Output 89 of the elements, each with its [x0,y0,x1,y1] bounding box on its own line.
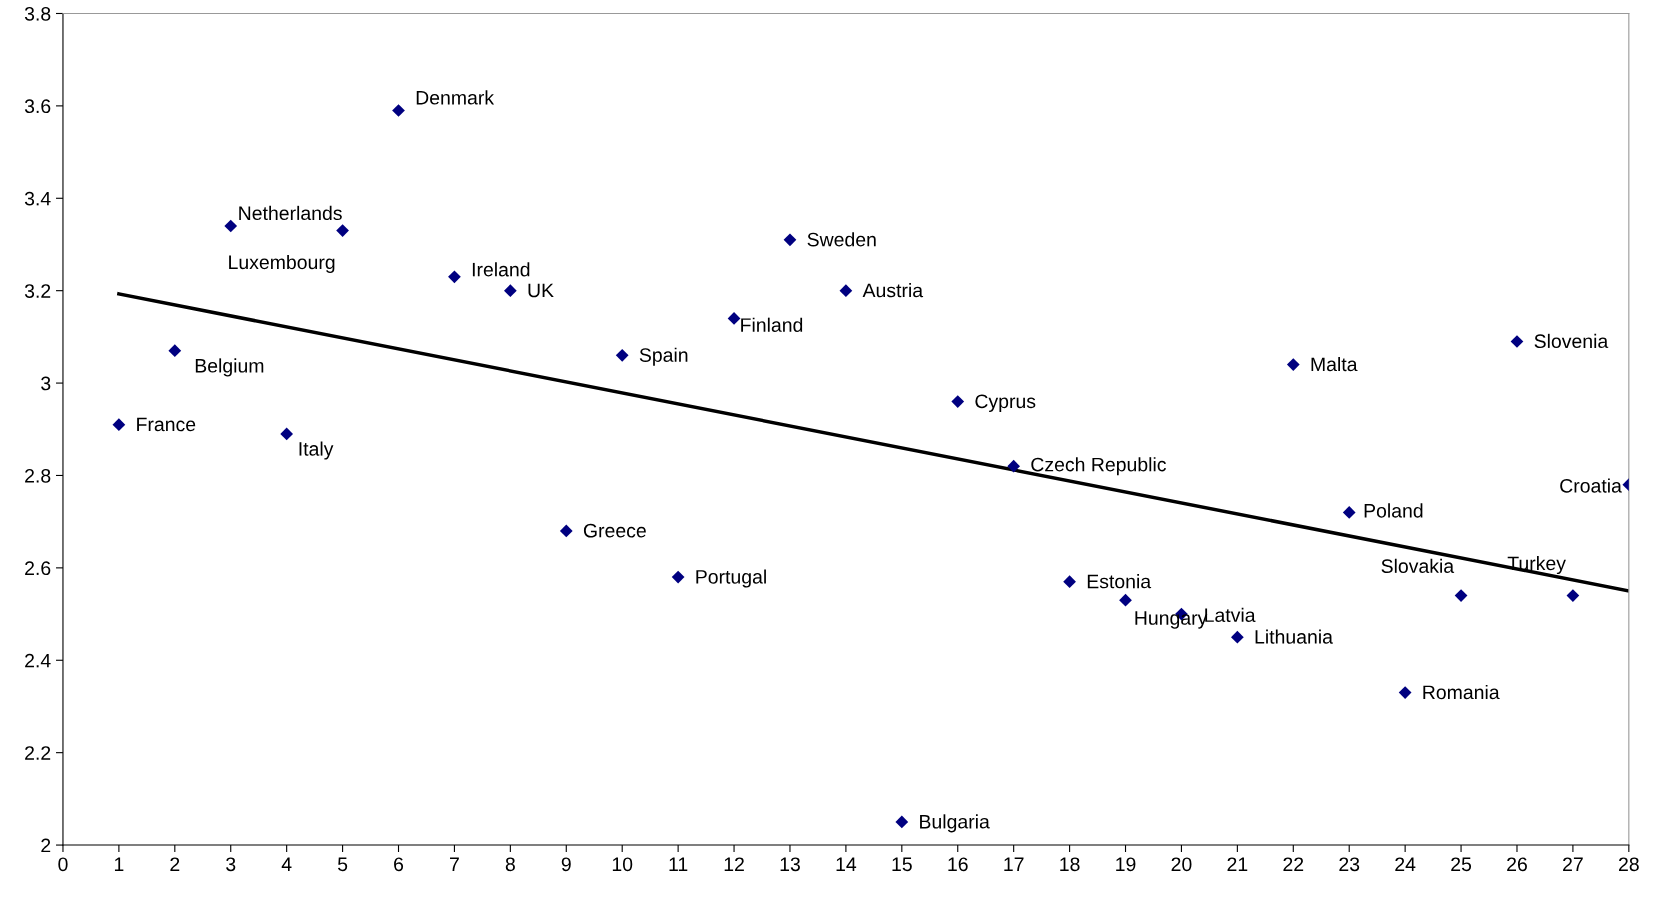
x-tick-label: 18 [1060,857,1080,872]
point [895,815,909,829]
x-tick-label: 7 [450,857,459,871]
y-tick-label: 3.6 [24,99,51,114]
annotation: Croatia [1560,478,1622,493]
x-tick-label: 3 [226,857,236,872]
point [839,284,853,298]
point [1231,630,1244,644]
annotation: Belgium [195,358,264,377]
annotation: Bulgaria [920,814,990,833]
x-tick-label: 13 [780,857,800,872]
point [1063,575,1076,589]
annotation: Estonia [1087,574,1152,589]
annotation: Finland [741,317,803,332]
annotation: Spain [639,347,688,366]
x-tick-label: 19 [1116,857,1136,872]
x-tick-label: 6 [394,857,404,872]
annotation: Denmark [416,90,495,105]
point [336,224,349,237]
point [671,570,685,584]
x-tick-label: 2 [170,857,180,871]
point [1566,589,1580,602]
point [615,348,629,362]
x-tick-label: 8 [505,857,515,872]
annotation: Netherlands [239,205,342,221]
x-tick-label: 22 [1283,857,1304,871]
annotation: Czech Republic [1031,457,1166,476]
x-tick-label: 28 [1619,857,1639,872]
x-tick-label: 4 [281,857,292,871]
y-tick-label: 2.8 [25,468,51,483]
point [392,104,405,117]
annotation: Slovenia [1534,333,1609,349]
point [280,427,294,441]
point [112,418,126,432]
annotation: Greece [583,523,646,538]
point [448,270,461,284]
point [168,344,182,358]
x-tick-label: 14 [836,857,857,871]
y-tick-label: 2.2 [25,746,51,760]
y-tick-label: 2.6 [25,561,51,576]
x-tick-label: 27 [1563,857,1583,871]
x-tick-label: 11 [669,857,688,871]
annotation: Poland [1364,503,1423,518]
x-tick-label: 25 [1451,857,1472,872]
point [1007,459,1021,473]
y-tick-label: 3.2 [24,284,51,298]
annotation: Latvia [1205,607,1256,623]
x-tick-label: 17 [1004,857,1024,871]
y-tick-label: 3 [41,376,51,391]
x-tick-label: 24 [1395,857,1416,871]
x-tick-label: 0 [58,857,68,872]
point [951,395,965,408]
x-tick-label: 12 [724,857,744,871]
annotation: Lithuania [1255,629,1333,644]
annotation: Luxembourg [229,254,335,274]
annotation: Portugal [696,569,766,588]
point [1119,593,1132,607]
y-tick-label: 2.4 [25,653,51,668]
annotation: Ireland [472,262,530,277]
x-tick-label: 20 [1171,857,1192,872]
point [1398,686,1412,699]
x-tick-label: 23 [1339,857,1360,872]
point [559,524,573,538]
x-tick-label: 26 [1507,857,1527,872]
point [1286,358,1300,371]
y-tick-label: 3.4 [24,191,51,206]
annotation: Romania [1423,684,1500,700]
annotation: France [137,417,196,432]
annotation: Sweden [807,232,876,247]
point [727,312,741,325]
annotation: Slovakia [1381,558,1455,574]
annotation: Austria [862,283,924,298]
annotation: Italy [299,441,334,460]
x-tick-label: 21 [1227,857,1248,871]
x-tick-label: 9 [561,857,571,872]
point [503,284,517,298]
x-tick-label: 16 [948,857,968,872]
annotation: Malta [1311,356,1358,372]
x-tick-label: 5 [337,857,348,872]
x-tick-label: 10 [612,857,633,872]
y-tick-label: 2 [41,838,51,853]
annotation: UK [528,283,554,298]
point [224,219,238,233]
point [783,233,797,247]
x-tick-label: 15 [892,857,912,872]
annotation: Cyprus [975,394,1036,413]
x-tick-label: 1 [114,857,124,871]
y-tick-label: 3.8 [24,6,51,21]
point [1342,506,1356,519]
